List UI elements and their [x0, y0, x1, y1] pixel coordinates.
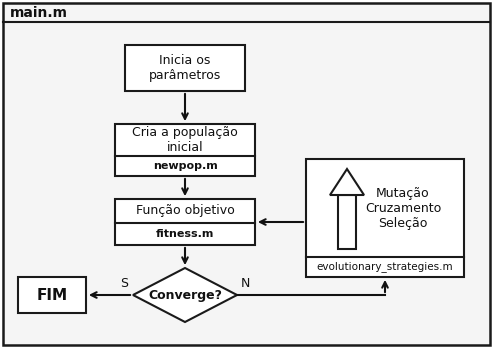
Bar: [18, 277, 86, 313]
Text: fitness.m: fitness.m: [156, 229, 214, 239]
Bar: [338, 195, 356, 249]
Bar: [115, 124, 255, 176]
Text: S: S: [120, 277, 128, 290]
Text: Converge?: Converge?: [148, 288, 222, 301]
Text: Função objetivo: Função objetivo: [136, 205, 234, 218]
Bar: [306, 159, 464, 277]
Text: FIM: FIM: [36, 287, 68, 302]
Text: Inicia os
parâmetros: Inicia os parâmetros: [149, 54, 221, 82]
Text: evolutionary_strategies.m: evolutionary_strategies.m: [317, 262, 453, 272]
Text: main.m: main.m: [10, 6, 68, 20]
Polygon shape: [133, 268, 237, 322]
Bar: [125, 45, 245, 91]
Text: newpop.m: newpop.m: [153, 161, 217, 171]
Bar: [115, 199, 255, 245]
Polygon shape: [330, 169, 364, 195]
Text: Cria a população
inicial: Cria a população inicial: [132, 126, 238, 154]
Text: N: N: [241, 277, 250, 290]
Text: Mutação
Cruzamento
Seleção: Mutação Cruzamento Seleção: [365, 187, 441, 229]
